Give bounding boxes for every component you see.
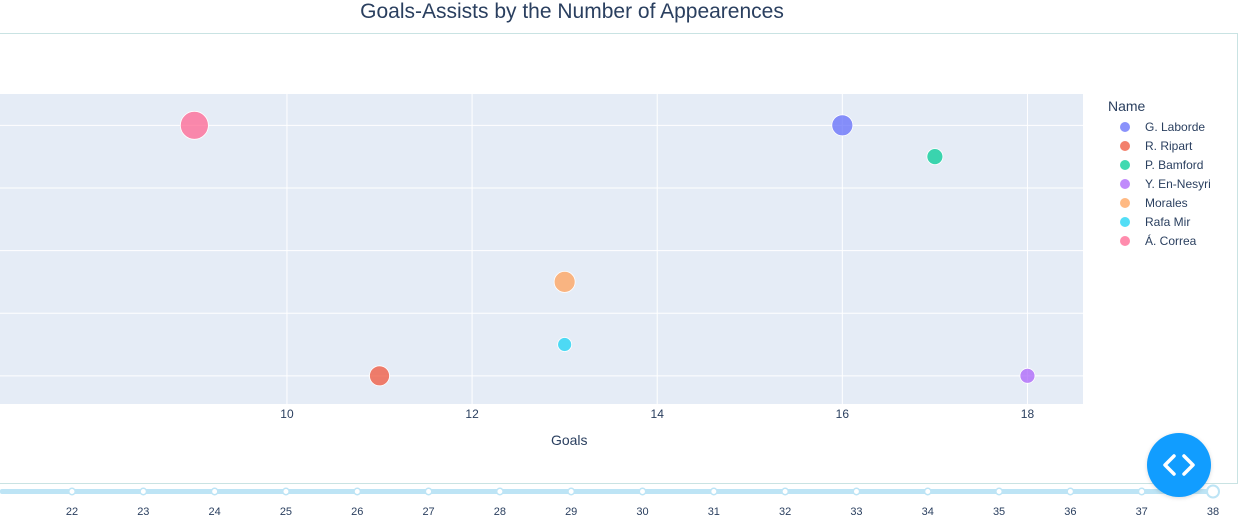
slider-step-label: 29 <box>565 506 577 518</box>
data-points <box>179 110 1036 387</box>
slider-step-label: 27 <box>422 506 434 518</box>
slider-step-label: 35 <box>993 506 1005 518</box>
data-point <box>1019 367 1036 384</box>
legend-marker <box>1120 235 1130 246</box>
legend-label: Morales <box>1145 195 1188 210</box>
legend-marker <box>1120 140 1130 151</box>
slider-step[interactable] <box>139 487 148 496</box>
slider-step-label: 24 <box>209 506 221 518</box>
plot-background <box>0 94 1083 404</box>
x-tick-label: 18 <box>1021 407 1035 421</box>
slider-step-label: 38 <box>1207 506 1219 518</box>
chart-title: Goals-Assists by the Number of Appearenc… <box>360 0 784 23</box>
slider-step-label: 32 <box>779 506 791 518</box>
slider-step[interactable] <box>424 487 433 496</box>
slider-step[interactable] <box>1066 487 1075 496</box>
x-tick-label: 12 <box>465 407 479 421</box>
slider-step-label: 22 <box>66 506 78 518</box>
plot-frame <box>0 33 1238 484</box>
data-point <box>926 148 944 166</box>
legend-marker <box>1120 121 1130 132</box>
slider-step-label: 36 <box>1064 506 1076 518</box>
legend: Name G. Laborde R. Ripart P. Bamford Y. En-… <box>1108 98 1211 250</box>
slider-step-label: 26 <box>351 506 363 518</box>
slider-step[interactable] <box>1137 487 1146 496</box>
code-toggle-button[interactable] <box>1147 433 1211 497</box>
slider-step[interactable] <box>781 487 790 496</box>
slider-step[interactable] <box>923 487 932 496</box>
legend-item[interactable]: Morales <box>1108 193 1211 212</box>
slider-handle[interactable] <box>1206 484 1220 499</box>
slider-step[interactable] <box>495 487 504 496</box>
data-point <box>369 365 390 387</box>
legend-marker <box>1120 216 1130 227</box>
slider-rail[interactable] <box>0 489 1213 494</box>
x-tick-label: 10 <box>280 407 294 421</box>
legend-item[interactable]: G. Laborde <box>1108 117 1211 136</box>
data-point <box>553 270 576 293</box>
x-axis-title: Goals <box>551 432 588 448</box>
legend-label: R. Ripart <box>1145 138 1193 153</box>
slider-steps[interactable] <box>68 484 1220 499</box>
slider-step-label: 23 <box>137 506 149 518</box>
legend-label: G. Laborde <box>1145 119 1206 134</box>
slider-step-label: 37 <box>1136 506 1148 518</box>
slider-step[interactable] <box>995 487 1004 496</box>
x-tick-label: 14 <box>651 407 665 421</box>
legend-marker <box>1120 197 1130 208</box>
x-tick-labels: 10 12 14 16 18 <box>280 407 1034 421</box>
code-brackets-icon <box>1163 454 1195 476</box>
slider-step[interactable] <box>281 487 290 496</box>
slider-step[interactable] <box>210 487 219 496</box>
legend-label: P. Bamford <box>1145 157 1204 172</box>
legend-item[interactable]: R. Ripart <box>1108 136 1211 155</box>
legend-label: Á. Correa <box>1145 233 1197 248</box>
legend-item[interactable]: Y. En-Nesyri <box>1108 174 1211 193</box>
slider-step[interactable] <box>638 487 647 496</box>
legend-label: Rafa Mir <box>1145 214 1191 229</box>
slider-step-label: 30 <box>636 506 648 518</box>
slider-step[interactable] <box>353 487 362 496</box>
slider-step[interactable] <box>709 487 718 496</box>
legend-item[interactable]: Rafa Mir <box>1108 212 1211 231</box>
legend-title: Name <box>1108 98 1146 114</box>
chart-area: 10 12 14 16 18 Goals <box>0 94 1083 448</box>
slider-step-label: 34 <box>922 506 934 518</box>
legend-items: G. Laborde R. Ripart P. Bamford Y. En-Nesyr… <box>1108 117 1211 250</box>
slider-step-label: 33 <box>850 506 862 518</box>
data-point <box>179 110 209 140</box>
slider-step-label: 31 <box>708 506 720 518</box>
legend-item[interactable]: Á. Correa <box>1108 231 1211 250</box>
slider-step[interactable] <box>852 487 861 496</box>
slider-step-label: 28 <box>494 506 506 518</box>
data-point <box>557 337 573 352</box>
legend-label: Y. En-Nesyri <box>1145 176 1211 191</box>
data-point <box>831 114 854 137</box>
legend-marker <box>1120 178 1130 189</box>
animation-slider[interactable]: 22 23 24 25 26 27 28 29 30 31 32 33 34 35 36 37 38 <box>0 484 1242 526</box>
slider-step[interactable] <box>68 487 76 496</box>
slider-step-labels: 22 23 24 25 26 27 28 29 30 31 32 33 34 35 36 37 38 <box>66 506 1219 518</box>
x-tick-label: 16 <box>836 407 850 421</box>
legend-item[interactable]: P. Bamford <box>1108 155 1211 174</box>
legend-marker <box>1120 159 1130 170</box>
slider-step[interactable] <box>567 487 576 496</box>
slider-step-label: 25 <box>280 506 292 518</box>
